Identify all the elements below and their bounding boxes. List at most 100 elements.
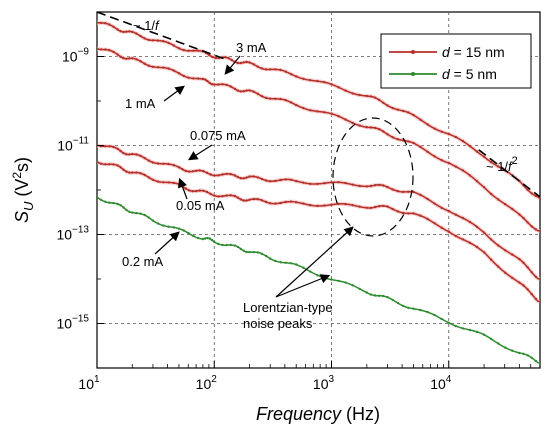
data-point	[378, 128, 381, 131]
data-point	[236, 245, 239, 249]
data-point	[475, 330, 479, 334]
data-point	[407, 306, 410, 309]
ticks: 101 102 103 104 10−9 10−11 10−13 10−15	[56, 11, 541, 392]
data-point	[351, 284, 354, 287]
data-point	[239, 61, 242, 65]
annotation-arrow-005ma	[177, 177, 188, 200]
data-point	[156, 222, 160, 225]
legend-marker-d15	[411, 50, 415, 54]
data-point	[440, 317, 443, 321]
data-point	[97, 160, 99, 164]
data-point	[242, 61, 245, 64]
data-point	[369, 184, 373, 188]
data-point	[447, 161, 450, 165]
data-point	[302, 202, 305, 205]
data-point	[511, 207, 514, 211]
data-point	[108, 49, 111, 52]
data-point	[125, 57, 128, 60]
data-point	[309, 109, 312, 112]
data-point	[391, 136, 394, 139]
data-point	[475, 225, 479, 229]
data-point	[128, 171, 131, 174]
data-point	[344, 281, 347, 284]
data-point	[248, 198, 251, 201]
annotation-arrow-lorentzian-a	[275, 226, 354, 298]
data-point	[497, 265, 500, 268]
data-point	[482, 231, 486, 234]
data-point	[217, 242, 220, 246]
data-point	[482, 186, 486, 189]
data-point	[396, 210, 400, 213]
data-point	[337, 181, 340, 184]
data-point	[504, 249, 507, 252]
data-point	[131, 30, 134, 34]
data-point	[302, 266, 305, 269]
data-point	[196, 236, 200, 240]
data-point	[289, 262, 293, 265]
data-point	[198, 189, 201, 192]
data-point	[99, 198, 103, 202]
data-point	[252, 175, 255, 178]
data-point	[188, 189, 191, 192]
data-point	[260, 67, 264, 70]
data-point	[323, 204, 326, 207]
data-point	[433, 222, 436, 225]
series-005-mA	[97, 160, 540, 304]
data-point	[182, 74, 185, 78]
data-point	[302, 77, 305, 81]
data-point	[440, 206, 443, 210]
data-point	[156, 180, 160, 183]
data-point	[256, 176, 259, 179]
data-point	[206, 79, 209, 83]
data-point	[386, 296, 389, 299]
data-point	[143, 62, 146, 65]
data-point	[116, 53, 119, 56]
data-point	[135, 32, 138, 35]
data-point	[468, 144, 472, 148]
data-point	[187, 232, 190, 235]
data-point	[108, 201, 111, 204]
data-point	[233, 174, 237, 177]
data-point	[511, 253, 514, 256]
data-point	[530, 225, 533, 228]
data-point	[131, 152, 134, 156]
data-point	[172, 44, 175, 47]
data-point	[337, 279, 340, 283]
data-point	[269, 97, 272, 100]
data-point	[147, 176, 150, 179]
data-point	[373, 96, 377, 99]
data-point	[97, 47, 99, 51]
data-point	[316, 79, 319, 83]
data-point	[214, 56, 218, 60]
data-point	[489, 192, 493, 196]
data-point	[108, 163, 111, 166]
data-point	[274, 97, 277, 101]
data-point	[330, 203, 333, 206]
data-point	[260, 177, 264, 181]
data-point	[316, 274, 319, 277]
data-point	[497, 244, 500, 247]
data-point	[177, 183, 181, 186]
data-point	[269, 202, 272, 205]
data-point	[489, 337, 493, 341]
data-point	[187, 76, 190, 79]
data-point	[412, 141, 415, 145]
data-point	[147, 216, 150, 219]
annotation-lorentzian-line2: noise peaks	[243, 316, 313, 331]
data-point	[248, 250, 251, 254]
x-tick-label: 103	[313, 374, 335, 392]
data-point	[401, 190, 405, 194]
data-point	[351, 204, 354, 207]
data-point	[184, 187, 187, 190]
guide-label-1-over-f2: ~ 1/f2	[486, 155, 518, 174]
annotation-3ma: 3 mA	[236, 40, 267, 55]
data-point	[229, 194, 232, 197]
data-point	[433, 155, 436, 158]
data-point	[433, 127, 436, 130]
data-point	[229, 173, 232, 176]
data-point	[468, 174, 472, 177]
data-point	[104, 163, 107, 166]
data-point	[245, 199, 248, 202]
data-point	[391, 106, 394, 110]
data-point	[119, 204, 122, 207]
